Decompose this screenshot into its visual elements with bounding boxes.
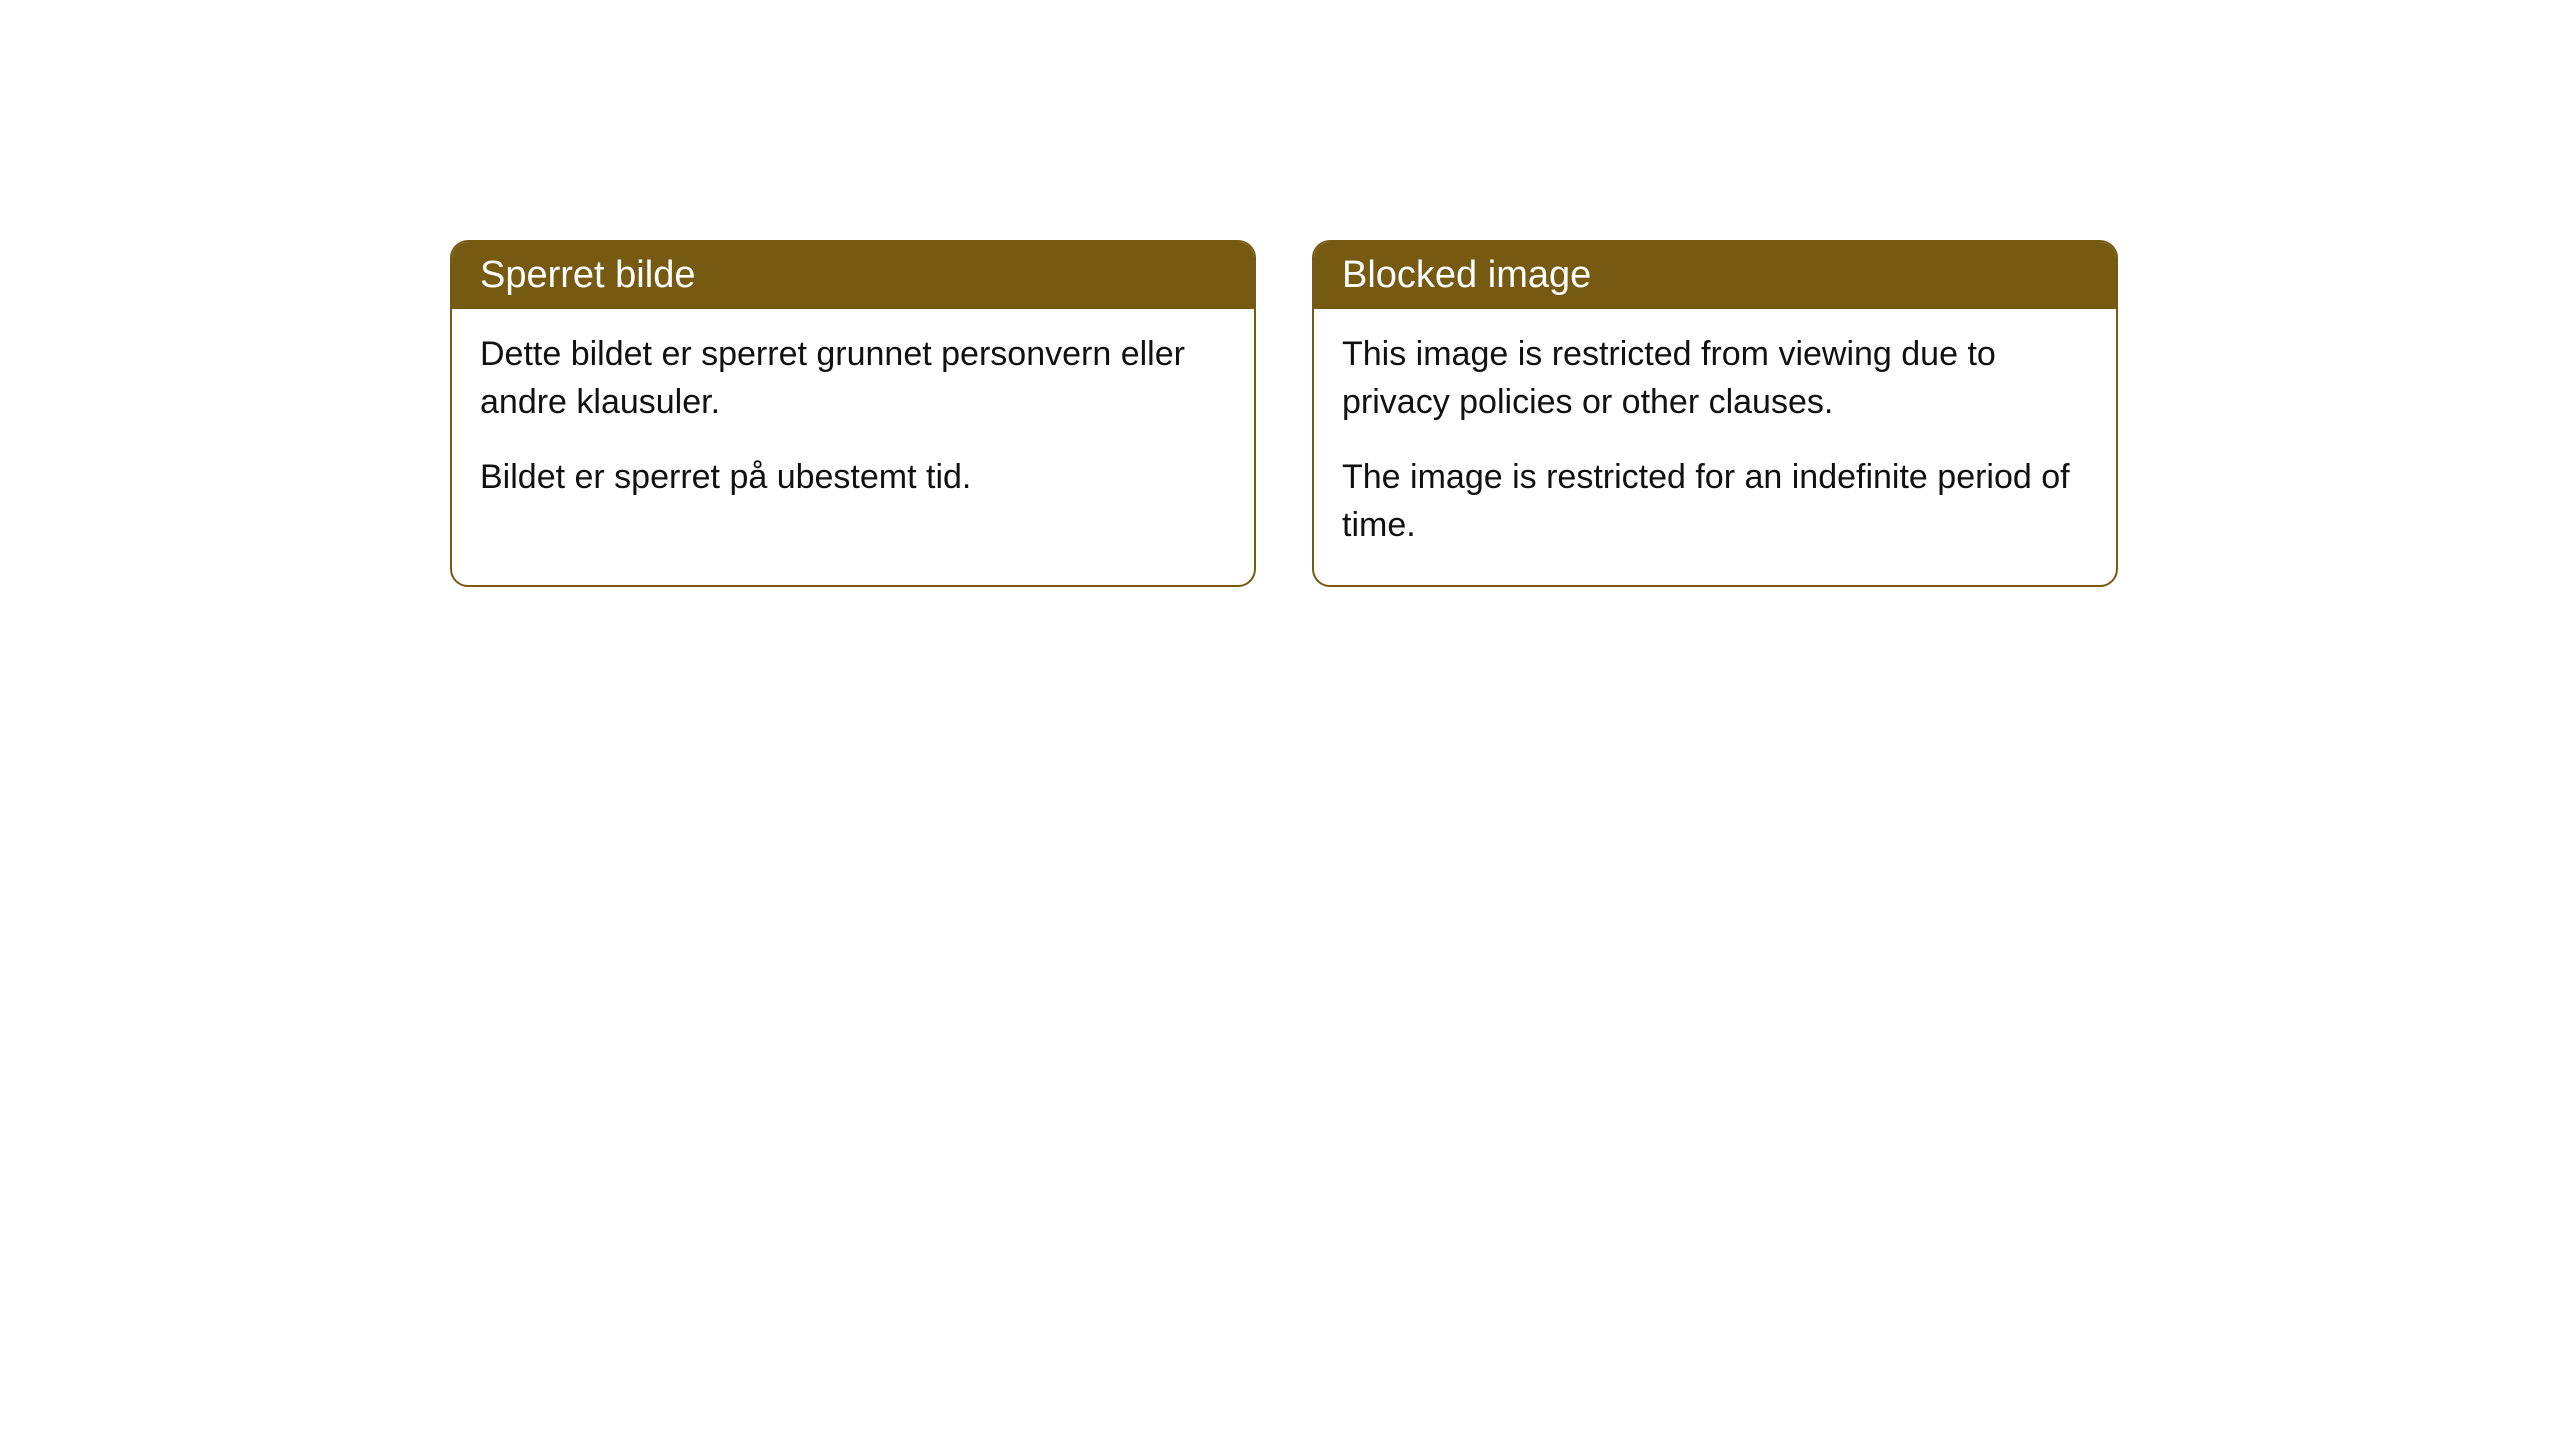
card-paragraph: Dette bildet er sperret grunnet personve… — [480, 331, 1226, 426]
card-body: Dette bildet er sperret grunnet personve… — [452, 309, 1254, 538]
notice-card-english: Blocked image This image is restricted f… — [1312, 240, 2118, 587]
notice-card-norwegian: Sperret bilde Dette bildet er sperret gr… — [450, 240, 1256, 587]
card-header: Sperret bilde — [452, 242, 1254, 309]
card-paragraph: The image is restricted for an indefinit… — [1342, 454, 2088, 549]
card-body: This image is restricted from viewing du… — [1314, 309, 2116, 585]
card-header: Blocked image — [1314, 242, 2116, 309]
card-paragraph: This image is restricted from viewing du… — [1342, 331, 2088, 426]
notice-cards-container: Sperret bilde Dette bildet er sperret gr… — [450, 240, 2560, 587]
card-paragraph: Bildet er sperret på ubestemt tid. — [480, 454, 1226, 502]
